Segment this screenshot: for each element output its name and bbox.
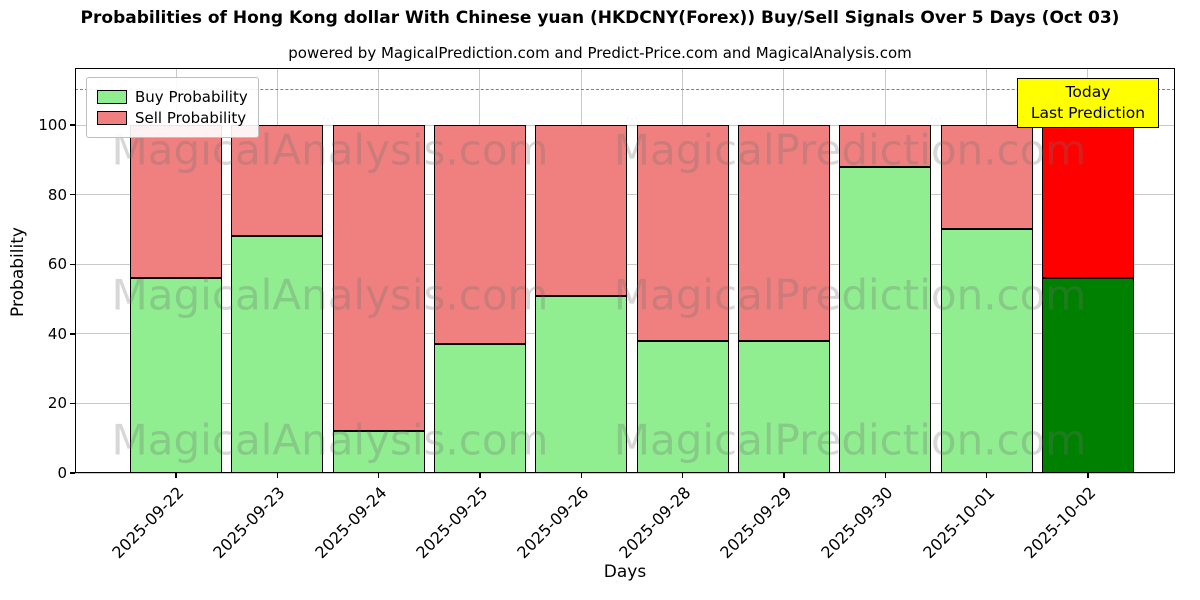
dashed-reference-line — [75, 89, 1175, 91]
bar-sell-segment — [130, 125, 222, 279]
x-tick-mark — [377, 473, 380, 478]
bar-sell-segment — [940, 125, 1033, 230]
x-tick-mark — [681, 473, 684, 478]
chart-subtitle: powered by MagicalPrediction.com and Pre… — [288, 44, 912, 62]
bar-sell-segment — [737, 125, 830, 341]
bar-buy-segment — [231, 236, 324, 473]
x-tick-label: 2025-10-01 — [918, 483, 999, 563]
bar-sell-segment — [1041, 125, 1134, 279]
bar-sell-segment — [433, 125, 526, 345]
x-tick-mark — [985, 473, 988, 478]
annotation-line-today: Today — [1065, 83, 1111, 101]
bar-buy-segment — [940, 229, 1033, 473]
y-tick-label: 100 — [38, 116, 67, 135]
x-tick-label: 2025-09-30 — [817, 483, 897, 563]
x-tick-label: 2025-09-22 — [108, 483, 188, 563]
y-tick-label: 20 — [47, 394, 67, 413]
x-tick-mark — [276, 473, 279, 478]
today-last-prediction-annotation: Today Last Prediction — [1016, 78, 1159, 128]
legend-item-sell: Sell Probability — [97, 109, 248, 127]
legend-item-buy: Buy Probability — [97, 88, 248, 106]
sell-probability-swatch — [97, 111, 127, 125]
x-tick-mark — [580, 473, 582, 478]
bar-sell-segment — [535, 125, 628, 296]
y-tick-label: 40 — [47, 324, 67, 343]
bar-buy-segment — [535, 295, 628, 473]
legend-label-sell: Sell Probability — [135, 109, 247, 127]
x-tick-label: 2025-09-24 — [310, 483, 391, 563]
y-gridline — [75, 472, 1175, 474]
bar-buy-segment — [737, 340, 830, 473]
x-tick-label: 2025-09-26 — [513, 483, 593, 563]
bar-buy-segment — [130, 278, 222, 473]
y-tick-mark — [70, 263, 75, 265]
x-tick-mark — [479, 473, 481, 478]
bar-sell-segment — [636, 125, 729, 341]
legend-label-buy: Buy Probability — [135, 88, 248, 106]
y-tick-mark — [70, 193, 75, 196]
x-tick-label: 2025-09-25 — [412, 483, 492, 563]
annotation-line-last-prediction: Last Prediction — [1030, 103, 1146, 122]
y-tick-mark — [70, 472, 75, 474]
y-tick-mark — [70, 333, 75, 335]
x-tick-mark — [884, 473, 886, 478]
bar-buy-segment — [636, 340, 729, 473]
x-tick-label: 2025-09-28 — [614, 483, 695, 563]
x-tick-mark — [783, 473, 785, 478]
bar-sell-segment — [332, 125, 425, 432]
buy-probability-swatch — [97, 90, 127, 104]
bar-sell-segment — [231, 125, 324, 237]
bar-buy-segment — [332, 431, 425, 473]
y-tick-label: 0 — [57, 464, 67, 482]
x-tick-label: 2025-09-29 — [716, 483, 796, 563]
y-tick-mark — [70, 124, 75, 126]
x-tick-label: 2025-10-02 — [1020, 483, 1100, 563]
bar-buy-segment — [1041, 278, 1134, 473]
bar-buy-segment — [433, 344, 526, 473]
y-tick-mark — [70, 402, 75, 405]
chart-title: Probabilities of Hong Kong dollar With C… — [80, 8, 1120, 28]
y-axis-label: Probability — [8, 227, 28, 317]
y-tick-label: 60 — [47, 255, 67, 274]
bar-sell-segment — [839, 125, 932, 167]
x-axis-label: Days — [603, 562, 647, 582]
y-tick-label: 80 — [47, 185, 67, 204]
bar-buy-segment — [839, 166, 932, 473]
x-tick-mark — [175, 473, 177, 478]
x-tick-mark — [1087, 473, 1089, 478]
legend: Buy Probability Sell Probability — [86, 77, 259, 138]
x-tick-label: 2025-09-23 — [209, 483, 289, 563]
